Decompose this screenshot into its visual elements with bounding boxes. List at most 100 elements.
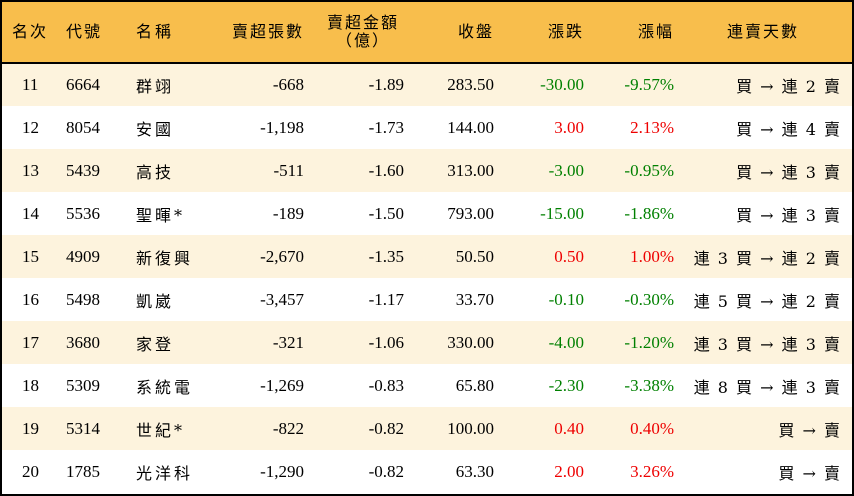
cell-net-sell-amount: -0.83 [368,375,404,395]
cell-name: 安國 [136,119,175,139]
cell-streak: 買 → 賣 [778,420,840,440]
cell-streak: 連 8 買 → 連 3 賣 [693,377,840,397]
cell-close: 283.50 [447,75,494,94]
table-row: 14 5536 聖暉* -189 -1.50 793.00 -15.00 -1.86% 買 → … [2,192,852,235]
cell-change: -4.00 [548,332,584,352]
cell-change-pct: -3.38% [624,375,674,395]
cell-change: -30.00 [540,75,584,94]
table-header-row: 名次 代號 名稱 賣超張數 賣超金額 （億） 收盤 漲跌 漲幅 連賣天數 [2,2,852,63]
cell-net-sell-amount: -1.06 [368,332,404,352]
cell-net-sell-amount: -1.60 [368,160,404,180]
header-code: 代號 [66,22,103,41]
cell-change: 0.40 [554,418,584,438]
cell-change-pct: 3.26% [630,461,674,481]
cell-code: 6664 [66,75,100,94]
cell-net-sell-amount: -1.17 [368,289,404,309]
cell-net-sell-shares: -1,269 [260,375,304,395]
header-net-sell-amount-line2: （億） [335,31,390,50]
cell-close: 313.00 [447,160,494,180]
cell-change-pct: 1.00% [630,246,674,266]
cell-net-sell-amount: -1.89 [368,75,404,94]
cell-name: 凱崴 [136,291,175,311]
cell-code: 8054 [66,117,100,137]
cell-change-pct: -0.30% [624,289,674,309]
header-name: 名稱 [136,22,175,41]
cell-close: 33.70 [455,289,494,309]
cell-code: 1785 [66,461,100,481]
cell-change-pct: -1.20% [624,332,674,352]
cell-net-sell-shares: -3,457 [260,289,304,309]
cell-streak: 買 → 賣 [778,463,840,483]
header-rank: 名次 [12,22,49,41]
cell-rank: 20 [22,461,39,481]
table-row: 19 5314 世紀* -822 -0.82 100.00 0.40 0.40% 買 → 賣 [2,407,852,450]
cell-net-sell-amount: -1.35 [368,246,404,266]
cell-rank: 12 [22,117,39,137]
cell-change-pct: -1.86% [624,203,674,223]
cell-code: 5439 [66,160,100,180]
cell-net-sell-shares: -321 [272,332,304,352]
table-row: 16 5498 凱崴 -3,457 -1.17 33.70 -0.10 -0.30% 連 5 買… [2,278,852,321]
header-net-sell-amount-line1: 賣超金額 [326,13,399,32]
cell-close: 144.00 [447,117,494,137]
header-close: 收盤 [457,22,494,41]
table-row: 11 6664 群翊 -668 -1.89 283.50 -30.00 -9.57% 買 → 連… [2,63,852,106]
cell-change: -2.30 [548,375,584,395]
cell-code: 5536 [66,203,100,223]
cell-rank: 18 [22,375,39,395]
cell-change: -15.00 [540,203,584,223]
cell-change: -0.10 [548,289,584,309]
cell-streak: 買 → 連 3 賣 [736,162,840,182]
cell-close: 100.00 [447,418,494,438]
table-body: 11 6664 群翊 -668 -1.89 283.50 -30.00 -9.57% 買 → 連… [2,63,852,493]
cell-streak: 買 → 連 2 賣 [736,77,840,96]
cell-close: 50.50 [455,246,494,266]
cell-name: 群翊 [136,77,175,96]
header-change-pct: 漲幅 [637,22,674,41]
cell-name: 聖暉* [136,205,186,225]
cell-net-sell-amount: -0.82 [368,461,404,481]
cell-rank: 11 [22,75,39,94]
cell-name: 世紀* [136,420,186,440]
cell-change: 3.00 [554,117,584,137]
cell-streak: 買 → 連 3 賣 [736,205,840,225]
cell-streak: 連 5 買 → 連 2 賣 [693,291,840,311]
table-row: 12 8054 安國 -1,198 -1.73 144.00 3.00 2.13% 買 → 連 … [2,106,852,149]
cell-code: 5309 [66,375,100,395]
header-streak: 連賣天數 [726,22,799,41]
header-change: 漲跌 [547,22,584,41]
cell-close: 330.00 [447,332,494,352]
cell-rank: 19 [22,418,39,438]
cell-change-pct: -0.95% [624,160,674,180]
cell-net-sell-shares: -1,290 [260,461,304,481]
cell-close: 793.00 [447,203,494,223]
cell-net-sell-amount: -0.82 [368,418,404,438]
table-row: 15 4909 新復興 -2,670 -1.35 50.50 0.50 1.00% 連 3 買 … [2,235,852,278]
table-row: 18 5309 系統電 -1,269 -0.83 65.80 -2.30 -3.38% 連 8 … [2,364,852,407]
cell-rank: 14 [22,203,39,223]
cell-code: 3680 [66,332,100,352]
cell-streak: 買 → 連 4 賣 [736,119,840,139]
cell-streak: 連 3 買 → 連 3 賣 [693,334,840,354]
cell-code: 4909 [66,246,100,266]
cell-net-sell-shares: -822 [272,418,304,438]
cell-change: 0.50 [554,246,584,266]
cell-change-pct: 0.40% [630,418,674,438]
cell-change-pct: -9.57% [624,75,674,94]
cell-rank: 13 [22,160,39,180]
cell-code: 5314 [66,418,100,438]
header-net-sell-amount: 賣超金額 （億） [304,2,404,63]
cell-net-sell-shares: -668 [272,75,304,94]
cell-close: 65.80 [455,375,494,395]
cell-name: 新復興 [136,248,194,268]
cell-close: 63.30 [455,461,494,481]
cell-change-pct: 2.13% [630,117,674,137]
cell-rank: 17 [22,332,39,352]
cell-rank: 16 [22,289,39,309]
table-row: 13 5439 高技 -511 -1.60 313.00 -3.00 -0.95% 買 → 連 … [2,149,852,192]
table-row: 20 1785 光洋科 -1,290 -0.82 63.30 2.00 3.26% 買 → 賣 [2,450,852,493]
cell-net-sell-amount: -1.50 [368,203,404,223]
cell-change: 2.00 [554,461,584,481]
